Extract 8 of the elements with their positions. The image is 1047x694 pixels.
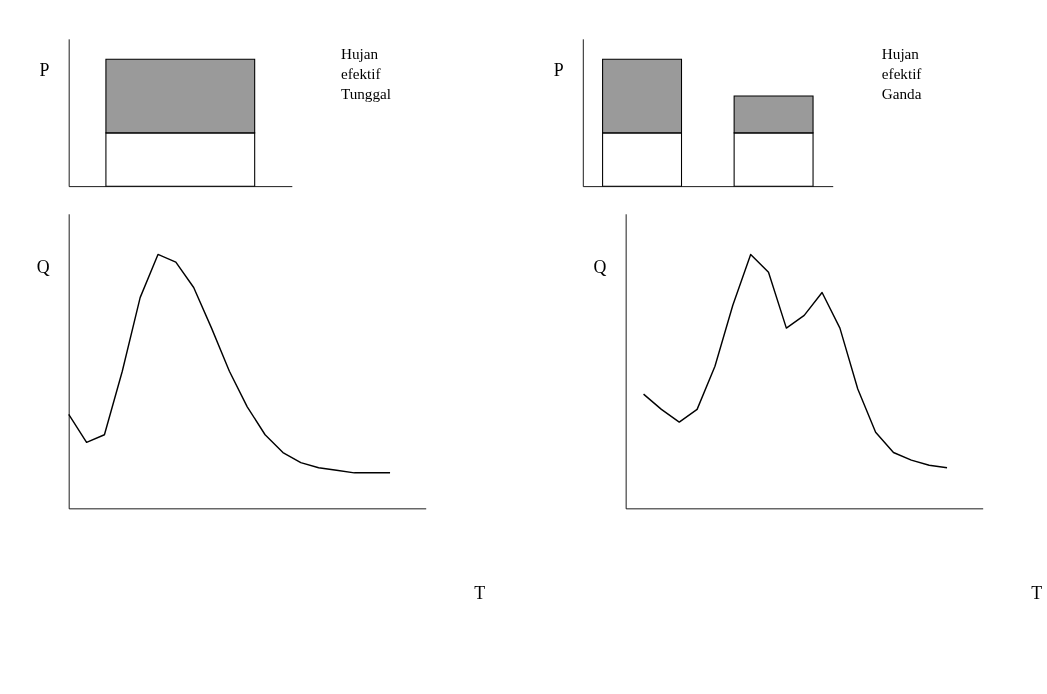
text: Hujan efektif Tunggal [340, 45, 391, 102]
y-axis-title: Q [593, 256, 607, 277]
text: Hujan efektif Ganda [881, 45, 923, 102]
x-axis-title: T [474, 582, 486, 603]
y-axis-title: P [553, 59, 564, 80]
y-axis-title: P [39, 59, 50, 80]
x-axis-title: T [1031, 582, 1043, 603]
y-axis-title: Q [36, 256, 50, 277]
